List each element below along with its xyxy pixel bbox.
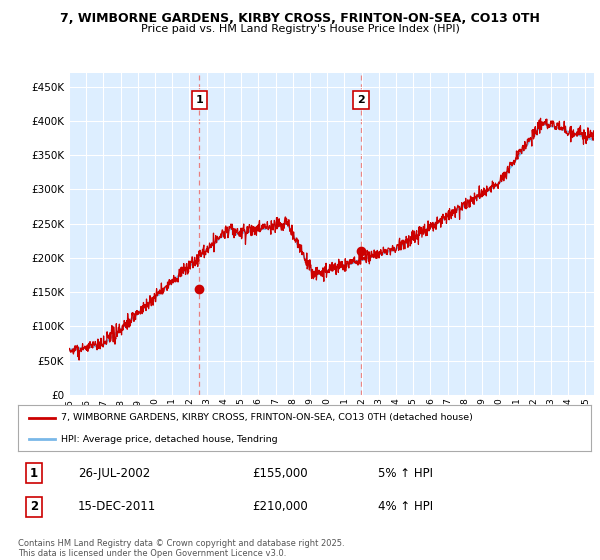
Text: 26-JUL-2002: 26-JUL-2002 bbox=[78, 466, 150, 480]
Text: 1: 1 bbox=[30, 466, 38, 480]
Text: 7, WIMBORNE GARDENS, KIRBY CROSS, FRINTON-ON-SEA, CO13 0TH: 7, WIMBORNE GARDENS, KIRBY CROSS, FRINTO… bbox=[60, 12, 540, 25]
Text: £155,000: £155,000 bbox=[252, 466, 308, 480]
Text: 5% ↑ HPI: 5% ↑ HPI bbox=[378, 466, 433, 480]
Text: Contains HM Land Registry data © Crown copyright and database right 2025.
This d: Contains HM Land Registry data © Crown c… bbox=[18, 539, 344, 558]
Text: Price paid vs. HM Land Registry's House Price Index (HPI): Price paid vs. HM Land Registry's House … bbox=[140, 24, 460, 34]
Text: 2: 2 bbox=[357, 95, 365, 105]
Text: 4% ↑ HPI: 4% ↑ HPI bbox=[378, 500, 433, 514]
Text: 2: 2 bbox=[30, 500, 38, 514]
Text: 15-DEC-2011: 15-DEC-2011 bbox=[78, 500, 156, 514]
Text: 7, WIMBORNE GARDENS, KIRBY CROSS, FRINTON-ON-SEA, CO13 0TH (detached house): 7, WIMBORNE GARDENS, KIRBY CROSS, FRINTO… bbox=[61, 413, 473, 422]
Text: 1: 1 bbox=[196, 95, 203, 105]
Text: £210,000: £210,000 bbox=[252, 500, 308, 514]
Text: HPI: Average price, detached house, Tendring: HPI: Average price, detached house, Tend… bbox=[61, 435, 278, 444]
